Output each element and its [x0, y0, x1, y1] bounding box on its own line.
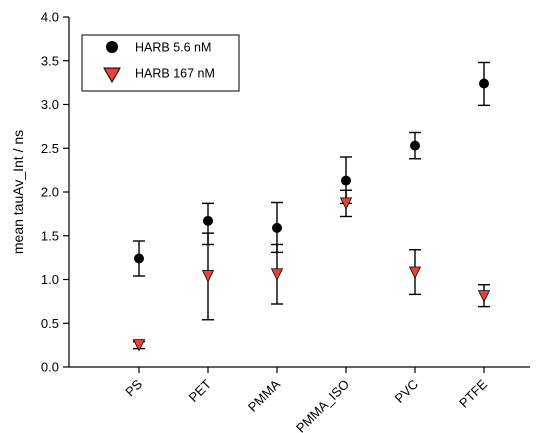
- legend-label-series-2: HARB 167 nM: [135, 67, 215, 81]
- x-axis-ticks: PS PET PMMA PMMA_ISO PVC PTFE: [122, 367, 490, 433]
- legend-label-series-1: HARB 5.6 nM: [135, 41, 211, 55]
- y-tick-label: 1.0: [41, 272, 59, 287]
- y-tick-label: 2.0: [41, 185, 59, 200]
- data-point-series-2: [201, 270, 215, 283]
- y-tick-label: 4.0: [41, 10, 59, 25]
- y-axis-ticks: 0.0 0.5 1.0 1.5 2.0 2.5 3.0 3.5 4.0: [41, 10, 69, 375]
- y-axis-label: mean tauAv_Int / ns: [10, 130, 26, 254]
- data-point-series-1: [134, 253, 144, 264]
- x-tick-label: PMMA_ISO: [293, 377, 352, 433]
- data-point-series-1: [410, 140, 420, 151]
- y-tick-label: 3.5: [41, 53, 59, 68]
- data-point-series-2: [132, 339, 146, 352]
- y-tick-label: 2.5: [41, 141, 59, 156]
- x-tick-label: PET: [186, 376, 215, 405]
- data-point-series-2: [339, 197, 353, 210]
- x-tick-label: PTFE: [456, 376, 490, 410]
- y-tick-label: 0.5: [41, 316, 59, 331]
- legend: HARB 5.6 nM HARB 167 nM: [81, 34, 240, 92]
- data-point-series-2: [477, 290, 491, 303]
- data-point-series-1: [341, 175, 351, 186]
- error-bars: [133, 61, 490, 350]
- legend-marker-series-1: [106, 41, 118, 53]
- x-tick-label: PVC: [392, 377, 422, 407]
- y-tick-label: 0.0: [41, 360, 59, 375]
- data-point-series-2: [408, 266, 422, 279]
- data-point-series-2: [270, 268, 284, 281]
- data-points: [132, 78, 491, 352]
- data-point-series-1: [479, 78, 489, 89]
- data-point-series-1: [203, 215, 213, 226]
- y-tick-label: 3.0: [41, 97, 59, 112]
- legend-marker-series-2: [103, 67, 121, 84]
- y-tick-label: 1.5: [41, 228, 59, 243]
- data-point-series-1: [272, 222, 282, 233]
- x-tick-label: PMMA: [245, 376, 283, 414]
- x-tick-label: PS: [122, 376, 145, 399]
